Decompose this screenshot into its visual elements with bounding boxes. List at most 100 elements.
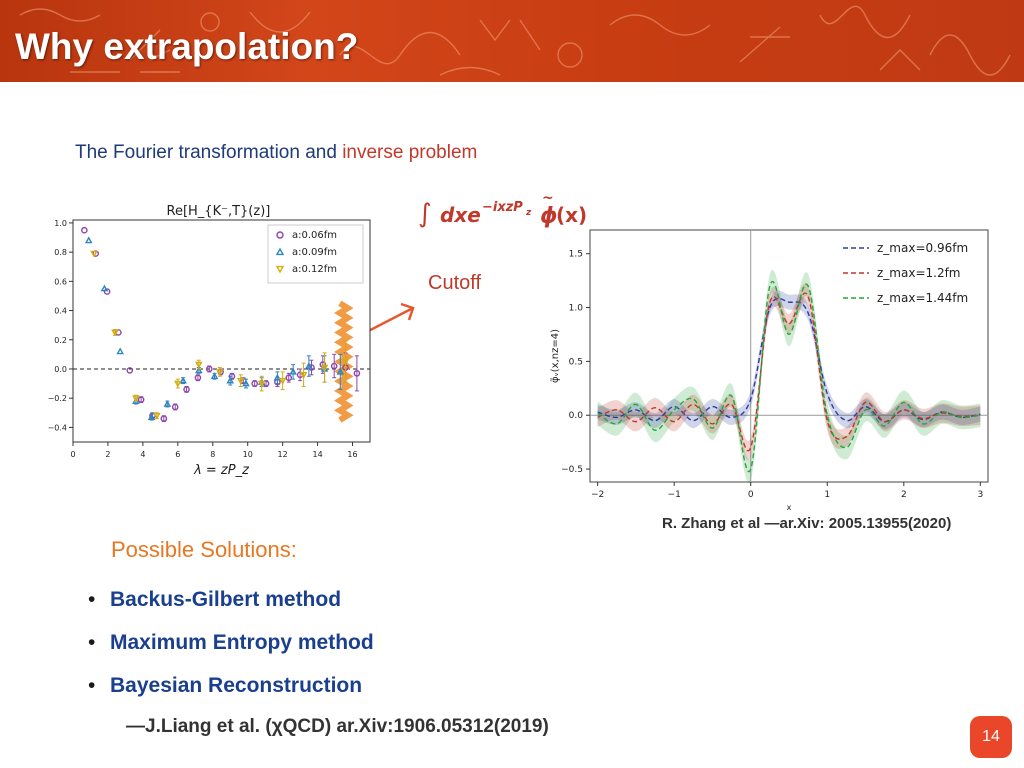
y-tick-label: −0.5 xyxy=(561,465,583,475)
solution-label: Bayesian Reconstruction xyxy=(110,674,363,697)
y-tick-label: −0.2 xyxy=(48,394,67,403)
solutions-list: • Backus-Gilbert method • Maximum Entropy … xyxy=(88,588,374,717)
slide-subtitle: The Fourier transformation and inverse p… xyxy=(75,142,477,164)
svg-text:z: z xyxy=(525,208,532,218)
y-tick-label: 0.8 xyxy=(54,248,67,257)
header-banner: Why extrapolation? xyxy=(0,0,1024,82)
uncertainty-band xyxy=(597,283,981,461)
data-point xyxy=(278,377,287,385)
slide-title: Why extrapolation? xyxy=(15,26,359,67)
y-tick-label: 0.0 xyxy=(54,365,67,374)
data-point xyxy=(275,247,285,256)
solution-label: Maximum Entropy method xyxy=(110,631,374,654)
svg-text:ϕ: ϕ xyxy=(540,204,558,229)
matrix-element-chart: Re[H_{K⁻,T}(z)] 0 2 4 6 8 10 12 14 16 1.0 0.8 0.6 0.4… xyxy=(48,204,371,478)
uncertainty-band xyxy=(597,269,981,484)
data-point xyxy=(171,403,179,411)
solution-item: • Backus-Gilbert method xyxy=(88,588,374,631)
legend-label: a:0.06fm xyxy=(292,230,337,241)
bullet-icon: • xyxy=(88,674,96,697)
legend-label: a:0.12fm xyxy=(292,264,337,275)
series-line-z_max=1.2fm xyxy=(597,292,981,452)
y-tick-label: 0.6 xyxy=(54,277,67,286)
data-point xyxy=(275,265,285,274)
data-point xyxy=(236,377,245,385)
equation-doodles-background xyxy=(19,5,1011,76)
data-point xyxy=(90,250,98,258)
legend-label: z_max=1.2fm xyxy=(877,266,961,280)
data-point xyxy=(242,379,250,387)
fourier-integral-formula: ∫ dxe −ixzP z ~ ϕ (x) xyxy=(418,190,587,229)
x-tick-label: 1 xyxy=(824,490,830,500)
pdf-reconstruction-chart: −2 −1 0 1 2 3 −0.5 0.0 0.5 1.0 1.5 x φ̃ᵥ(x,nz=4) z_ma… xyxy=(549,229,989,512)
solution-item: • Maximum Entropy method xyxy=(88,631,374,674)
y-tick-label: 0.5 xyxy=(569,357,583,367)
x-tick-label: 2 xyxy=(901,490,907,500)
data-point xyxy=(330,362,338,370)
data-point xyxy=(84,236,93,244)
x-axis-label: x xyxy=(787,503,792,512)
data-point xyxy=(179,376,187,384)
solution-item: • Bayesian Reconstruction xyxy=(88,674,374,717)
data-point xyxy=(111,329,119,337)
series-line-z_max=1.44fm xyxy=(597,281,981,473)
x-tick-label: 0 xyxy=(70,450,75,459)
data-point xyxy=(353,370,361,377)
y-tick-label: 0.0 xyxy=(569,411,584,421)
chart-title: Re[H_{K⁻,T}(z)] xyxy=(167,204,271,219)
data-point xyxy=(289,367,297,375)
data-point xyxy=(276,231,284,239)
data-point xyxy=(336,367,345,375)
series-line-z_max=0.96fm xyxy=(597,297,981,423)
data-point xyxy=(163,399,172,407)
data-point xyxy=(126,367,134,374)
data-point xyxy=(137,396,145,403)
cutoff-label: Cutoff xyxy=(428,272,481,294)
x-axis-label: λ = zP_z xyxy=(193,463,250,478)
x-tick-label: 10 xyxy=(243,450,253,459)
data-point xyxy=(174,380,182,388)
svg-text:−ixzP: −ixzP xyxy=(482,200,523,215)
x-tick-label: 0 xyxy=(748,490,754,500)
data-point xyxy=(210,372,219,380)
x-tick-label: 6 xyxy=(175,450,180,459)
y-tick-label: 0.2 xyxy=(54,336,67,345)
bullet-icon: • xyxy=(88,631,96,654)
cutoff-band xyxy=(334,300,354,423)
subtitle-highlight: inverse problem xyxy=(342,142,478,163)
data-point xyxy=(183,386,190,393)
bullet-icon: • xyxy=(88,588,96,611)
subtitle-text: The Fourier transformation and xyxy=(75,142,343,163)
page-number-badge: 14 xyxy=(970,716,1012,758)
y-tick-label: 0.4 xyxy=(54,307,67,316)
data-point xyxy=(160,415,168,422)
x-tick-label: −1 xyxy=(668,490,681,500)
data-point xyxy=(205,365,213,373)
data-point xyxy=(132,395,140,403)
solution-label: Backus-Gilbert method xyxy=(110,588,342,611)
x-tick-label: −2 xyxy=(591,490,604,500)
data-point xyxy=(153,412,161,420)
data-point xyxy=(81,226,88,234)
x-tick-label: 16 xyxy=(347,450,357,459)
y-tick-label: −0.4 xyxy=(48,423,67,432)
y-tick-label: 1.5 xyxy=(569,250,583,260)
legend-label: a:0.09fm xyxy=(292,247,337,258)
series-a:0.12fm xyxy=(90,250,350,420)
data-point xyxy=(257,380,266,388)
data-point xyxy=(226,376,235,384)
data-point xyxy=(299,372,308,379)
x-tick-label: 3 xyxy=(977,490,983,500)
x-tick-label: 8 xyxy=(210,450,215,459)
data-point xyxy=(341,358,350,366)
x-tick-label: 4 xyxy=(140,450,145,459)
citation-zhang: R. Zhang et al —ar.Xiv: 2005.13955(2020) xyxy=(662,515,952,532)
legend-label: z_max=0.96fm xyxy=(877,241,968,255)
svg-text:~: ~ xyxy=(542,190,554,206)
solutions-heading: Possible Solutions: xyxy=(111,537,297,562)
svg-text:(x): (x) xyxy=(556,203,587,227)
uncertainty-band xyxy=(597,290,981,430)
svg-text:∫: ∫ xyxy=(418,199,432,229)
y-tick-label: 1.0 xyxy=(54,219,67,228)
legend-label: z_max=1.44fm xyxy=(877,291,968,305)
